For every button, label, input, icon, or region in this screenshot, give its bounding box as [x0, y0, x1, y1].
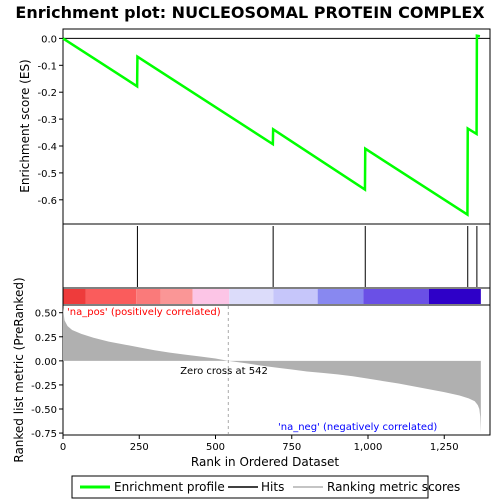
es-y-tick-label: -0.6 — [37, 196, 57, 207]
colorbar-segment — [85, 289, 137, 304]
es-panel-frame — [62, 28, 491, 225]
enrichment-profile-line — [62, 34, 481, 217]
legend-hits-label: Hits — [261, 480, 284, 494]
rank-x-tick-label: 1,250 — [430, 442, 459, 453]
es-y-tick-label: -0.3 — [37, 115, 57, 126]
rank-y-tick-label: 0.50 — [35, 309, 57, 320]
legend-enrichment-label: Enrichment profile — [114, 480, 225, 494]
zero-cross-label: Zero cross at 542 — [180, 366, 268, 377]
colorbar-segment — [273, 289, 318, 304]
es-y-tick-label: -0.4 — [37, 142, 57, 153]
colorbar-segment — [363, 289, 429, 304]
es-y-tick-label: 0.0 — [41, 34, 57, 45]
rank-y-tick-label: -0.50 — [31, 405, 57, 416]
es-y-tick-label: -0.5 — [37, 169, 57, 180]
colorbar-segment — [229, 289, 274, 304]
es-y-ticks: 0.0 -0.1 -0.2 -0.3 -0.4 -0.5 -0.6 — [37, 34, 63, 207]
es-panel: 0.0 -0.1 -0.2 -0.3 -0.4 -0.5 -0.6 Enrichment s… — [18, 28, 491, 225]
hits-panel — [62, 223, 491, 289]
chart-title: Enrichment plot: NUCLEOSOMAL PROTEIN COM… — [15, 3, 485, 22]
rank-x-tick-label: 0 — [60, 442, 66, 453]
rank-x-ticks: 0 250 500 750 1,000 1,250 — [60, 435, 459, 453]
es-y-axis-label: Enrichment score (ES) — [18, 59, 32, 192]
rank-y-axis-label: Ranked list metric (PreRanked) — [12, 277, 26, 462]
rank-x-tick-label: 1,000 — [354, 442, 383, 453]
rank-x-tick-label: 500 — [206, 442, 225, 453]
hits-panel-frame — [62, 223, 491, 289]
legend: Enrichment profile Hits Ranking metric s… — [71, 475, 460, 499]
colorbar-segment — [136, 289, 161, 304]
negative-correlation-label: 'na_neg' (negatively correlated) — [278, 422, 437, 433]
rank-y-tick-label: -0.75 — [31, 429, 57, 440]
rank-y-tick-label: 0.00 — [35, 357, 57, 368]
ranking-metric-area — [63, 307, 481, 434]
positive-correlation-label: 'na_pos' (positively correlated) — [67, 307, 221, 318]
rank-y-tick-label: -0.25 — [31, 381, 57, 392]
rank-x-tick-label: 750 — [282, 442, 301, 453]
colorbar-segment — [317, 289, 364, 304]
colorbar-segment — [160, 289, 193, 304]
rank-y-ticks: 0.50 0.25 0.00 -0.25 -0.50 -0.75 — [31, 309, 63, 440]
ranking-colorbar — [63, 289, 481, 304]
rank-y-tick-label: 0.25 — [35, 333, 57, 344]
rank-x-axis-label: Rank in Ordered Dataset — [191, 455, 339, 469]
es-y-tick-label: -0.1 — [37, 61, 57, 72]
rank-x-tick-label: 250 — [130, 442, 149, 453]
colorbar-segment — [192, 289, 230, 304]
colorbar-segment — [429, 289, 481, 304]
es-y-tick-label: -0.2 — [37, 88, 57, 99]
rank-panel: 0.50 0.25 0.00 -0.25 -0.50 -0.75 0 250 500 750 1,… — [12, 277, 491, 469]
colorbar-segment — [63, 289, 86, 304]
legend-ranking-label: Ranking metric scores — [327, 480, 460, 494]
hit-lines — [136, 226, 478, 287]
